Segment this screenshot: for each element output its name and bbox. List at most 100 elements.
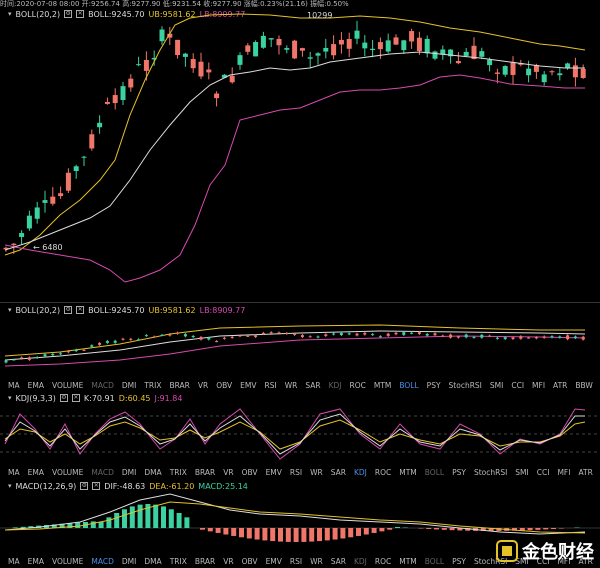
close-icon[interactable]: ✕ xyxy=(71,394,80,402)
tab-sar[interactable]: SAR xyxy=(330,468,346,477)
collapse-chevron-icon[interactable]: ▾ xyxy=(8,306,12,314)
tab-wr[interactable]: WR xyxy=(310,557,323,566)
tab-psy[interactable]: PSY xyxy=(452,468,466,477)
tab-roc[interactable]: ROC xyxy=(349,381,366,390)
tab-mtm[interactable]: MTM xyxy=(399,468,417,477)
tab-stochrsi[interactable]: StochRSI xyxy=(448,381,482,390)
tab-wr[interactable]: WR xyxy=(310,468,323,477)
tab-kdj[interactable]: KDJ xyxy=(353,557,367,566)
candle-body xyxy=(269,332,273,334)
tab-wr[interactable]: WR xyxy=(284,381,298,390)
candle-body xyxy=(323,47,329,52)
tab-ema[interactable]: EMA xyxy=(27,381,44,390)
tab-dmi[interactable]: DMI xyxy=(121,468,137,477)
macd-bar xyxy=(512,528,517,531)
tab-psy[interactable]: PSY xyxy=(426,381,441,390)
tab-dma[interactable]: DMA xyxy=(144,468,162,477)
main-indicator-name[interactable]: BOLL(20,2) xyxy=(15,9,61,19)
tab-roc[interactable]: ROC xyxy=(374,557,392,566)
tab-volume[interactable]: VOLUME xyxy=(51,381,84,390)
tab-dmi[interactable]: DMI xyxy=(121,557,137,566)
settings-icon[interactable]: ⚙ xyxy=(64,10,73,18)
tab-stochrsi[interactable]: StochRSI xyxy=(473,468,508,477)
tab-boll[interactable]: BOLL xyxy=(424,468,445,477)
tab-bbw[interactable]: BBW xyxy=(575,381,593,390)
tab-mfi[interactable]: MFI xyxy=(557,557,571,566)
tab-emv[interactable]: EMV xyxy=(265,557,282,566)
tab-trix[interactable]: TRIX xyxy=(169,468,187,477)
close-icon[interactable]: ✕ xyxy=(76,10,85,18)
tab-mfi[interactable]: MFI xyxy=(557,468,571,477)
tab-smi[interactable]: SMI xyxy=(489,381,504,390)
close-icon[interactable]: ✕ xyxy=(92,482,101,490)
tab-vr[interactable]: VR xyxy=(223,468,234,477)
tab-cci[interactable]: CCI xyxy=(536,557,550,566)
tab-kdj[interactable]: KDJ xyxy=(328,381,342,390)
tab-obv[interactable]: OBV xyxy=(241,468,258,477)
tab-rsi[interactable]: RSI xyxy=(264,381,277,390)
settings-icon[interactable]: ⚙ xyxy=(64,306,73,314)
settings-icon[interactable]: ⚙ xyxy=(80,482,89,490)
tab-cci[interactable]: CCI xyxy=(536,468,550,477)
tab-roc[interactable]: ROC xyxy=(374,468,392,477)
tab-boll[interactable]: BOLL xyxy=(424,557,445,566)
tab-obv[interactable]: OBV xyxy=(216,381,233,390)
tab-kdj[interactable]: KDJ xyxy=(353,468,367,477)
tab-sar[interactable]: SAR xyxy=(305,381,321,390)
tab-ma[interactable]: MA xyxy=(8,468,20,477)
tab-atr[interactable]: ATR xyxy=(553,381,568,390)
tab-macd[interactable]: MACD xyxy=(91,381,114,390)
tab-smi[interactable]: SMI xyxy=(515,468,529,477)
candle-body xyxy=(370,48,376,51)
tab-dma[interactable]: DMA xyxy=(144,557,162,566)
tab-smi[interactable]: SMI xyxy=(515,557,529,566)
tab-trix[interactable]: TRIX xyxy=(169,557,187,566)
tab-obv[interactable]: OBV xyxy=(241,557,258,566)
tab-boll[interactable]: BOLL xyxy=(399,381,419,390)
collapse-chevron-icon[interactable]: ▾ xyxy=(8,10,12,18)
tab-macd[interactable]: MACD xyxy=(91,468,114,477)
kdj-indicator-name[interactable]: KDJ(9,3,3) xyxy=(15,393,56,403)
candle-body xyxy=(581,336,585,340)
tab-emv[interactable]: EMV xyxy=(265,468,282,477)
sub1-boll-chart[interactable] xyxy=(0,316,600,376)
tab-volume[interactable]: VOLUME xyxy=(51,557,84,566)
tab-ema[interactable]: EMA xyxy=(27,468,44,477)
tab-cci[interactable]: CCI xyxy=(511,381,525,390)
tab-ma[interactable]: MA xyxy=(8,381,20,390)
tab-sar[interactable]: SAR xyxy=(330,557,346,566)
macd-indicator-name[interactable]: MACD(12,26,9) xyxy=(15,481,77,491)
tab-atr[interactable]: ATR xyxy=(578,468,593,477)
tab-rsi[interactable]: RSI xyxy=(289,557,303,566)
kdj-chart[interactable] xyxy=(0,404,600,464)
collapse-chevron-icon[interactable]: ▾ xyxy=(8,394,12,402)
tab-brar[interactable]: BRAR xyxy=(169,381,190,390)
tab-trix[interactable]: TRIX xyxy=(144,381,162,390)
collapse-chevron-icon[interactable]: ▾ xyxy=(8,482,12,490)
tab-mtm[interactable]: MTM xyxy=(373,381,392,390)
tab-mfi[interactable]: MFI xyxy=(532,381,546,390)
macd-bar xyxy=(309,528,315,542)
tab-mtm[interactable]: MTM xyxy=(399,557,417,566)
tab-rsi[interactable]: RSI xyxy=(289,468,303,477)
tab-brar[interactable]: BRAR xyxy=(194,468,216,477)
tab-vr[interactable]: VR xyxy=(197,381,209,390)
tab-atr[interactable]: ATR xyxy=(578,557,593,566)
tab-dmi[interactable]: DMI xyxy=(121,381,137,390)
tab-stochrsi[interactable]: StochRSI xyxy=(473,557,508,566)
tab-emv[interactable]: EMV xyxy=(240,381,257,390)
tab-ema[interactable]: EMA xyxy=(27,557,44,566)
candle-body xyxy=(11,243,17,246)
candle-body xyxy=(190,59,196,69)
tab-psy[interactable]: PSY xyxy=(452,557,466,566)
tab-vr[interactable]: VR xyxy=(223,557,234,566)
macd-chart[interactable] xyxy=(0,492,600,554)
tab-brar[interactable]: BRAR xyxy=(194,557,216,566)
main-candlestick-chart[interactable]: 10299 ← 6480 xyxy=(0,10,600,302)
tab-volume[interactable]: VOLUME xyxy=(51,468,84,477)
tab-ma[interactable]: MA xyxy=(8,557,20,566)
close-icon[interactable]: ✕ xyxy=(76,306,85,314)
sub1-indicator-name[interactable]: BOLL(20,2) xyxy=(15,305,61,315)
tab-macd[interactable]: MACD xyxy=(91,557,114,566)
settings-icon[interactable]: ⚙ xyxy=(59,394,68,402)
